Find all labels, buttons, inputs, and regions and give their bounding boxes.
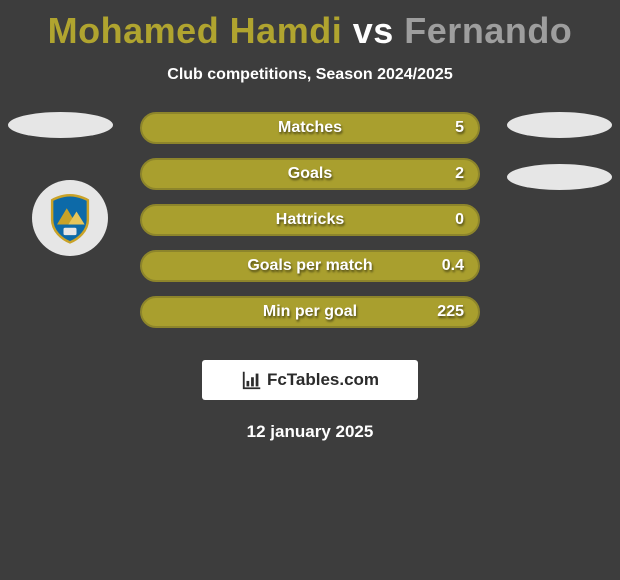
stat-bar-value: 5 [455,119,464,137]
title-player1: Mohamed Hamdi [48,10,343,51]
comparison-area: Matches 5 Goals 2 Hattricks 0 Goals per match 0… [0,112,620,342]
stat-bar-label: Matches [278,119,342,137]
chart-icon [241,369,263,391]
player1-club-badge [32,180,108,256]
subtitle: Club competitions, Season 2024/2025 [0,66,620,84]
stat-bar-value: 0.4 [442,257,464,275]
logo-text: FcTables.com [267,370,379,390]
logo-suffix: Tables.com [287,370,379,389]
player2-club-placeholder [507,164,612,190]
player2-avatar-placeholder [507,112,612,138]
stat-bar-value: 0 [455,211,464,229]
stat-bar: Min per goal 225 [140,296,480,328]
stat-bar: Matches 5 [140,112,480,144]
title-player2: Fernando [404,10,572,51]
stat-bar: Hattricks 0 [140,204,480,236]
stat-bar-label: Hattricks [276,211,344,229]
stat-bar: Goals 2 [140,158,480,190]
logo-prefix: Fc [267,370,287,389]
stat-bar-value: 225 [437,303,464,321]
stat-bar-label: Min per goal [263,303,357,321]
stat-bar-label: Goals per match [247,257,372,275]
fctables-logo: FcTables.com [202,360,418,400]
stat-bars: Matches 5 Goals 2 Hattricks 0 Goals per match 0… [140,112,480,342]
stat-bar-label: Goals [288,165,332,183]
player1-avatar-placeholder [8,112,113,138]
page-title: Mohamed Hamdi vs Fernando [0,0,620,52]
title-vs: vs [353,10,394,51]
date-label: 12 january 2025 [0,422,620,442]
stat-bar: Goals per match 0.4 [140,250,480,282]
pyramids-club-icon [44,192,96,244]
stat-bar-value: 2 [455,165,464,183]
